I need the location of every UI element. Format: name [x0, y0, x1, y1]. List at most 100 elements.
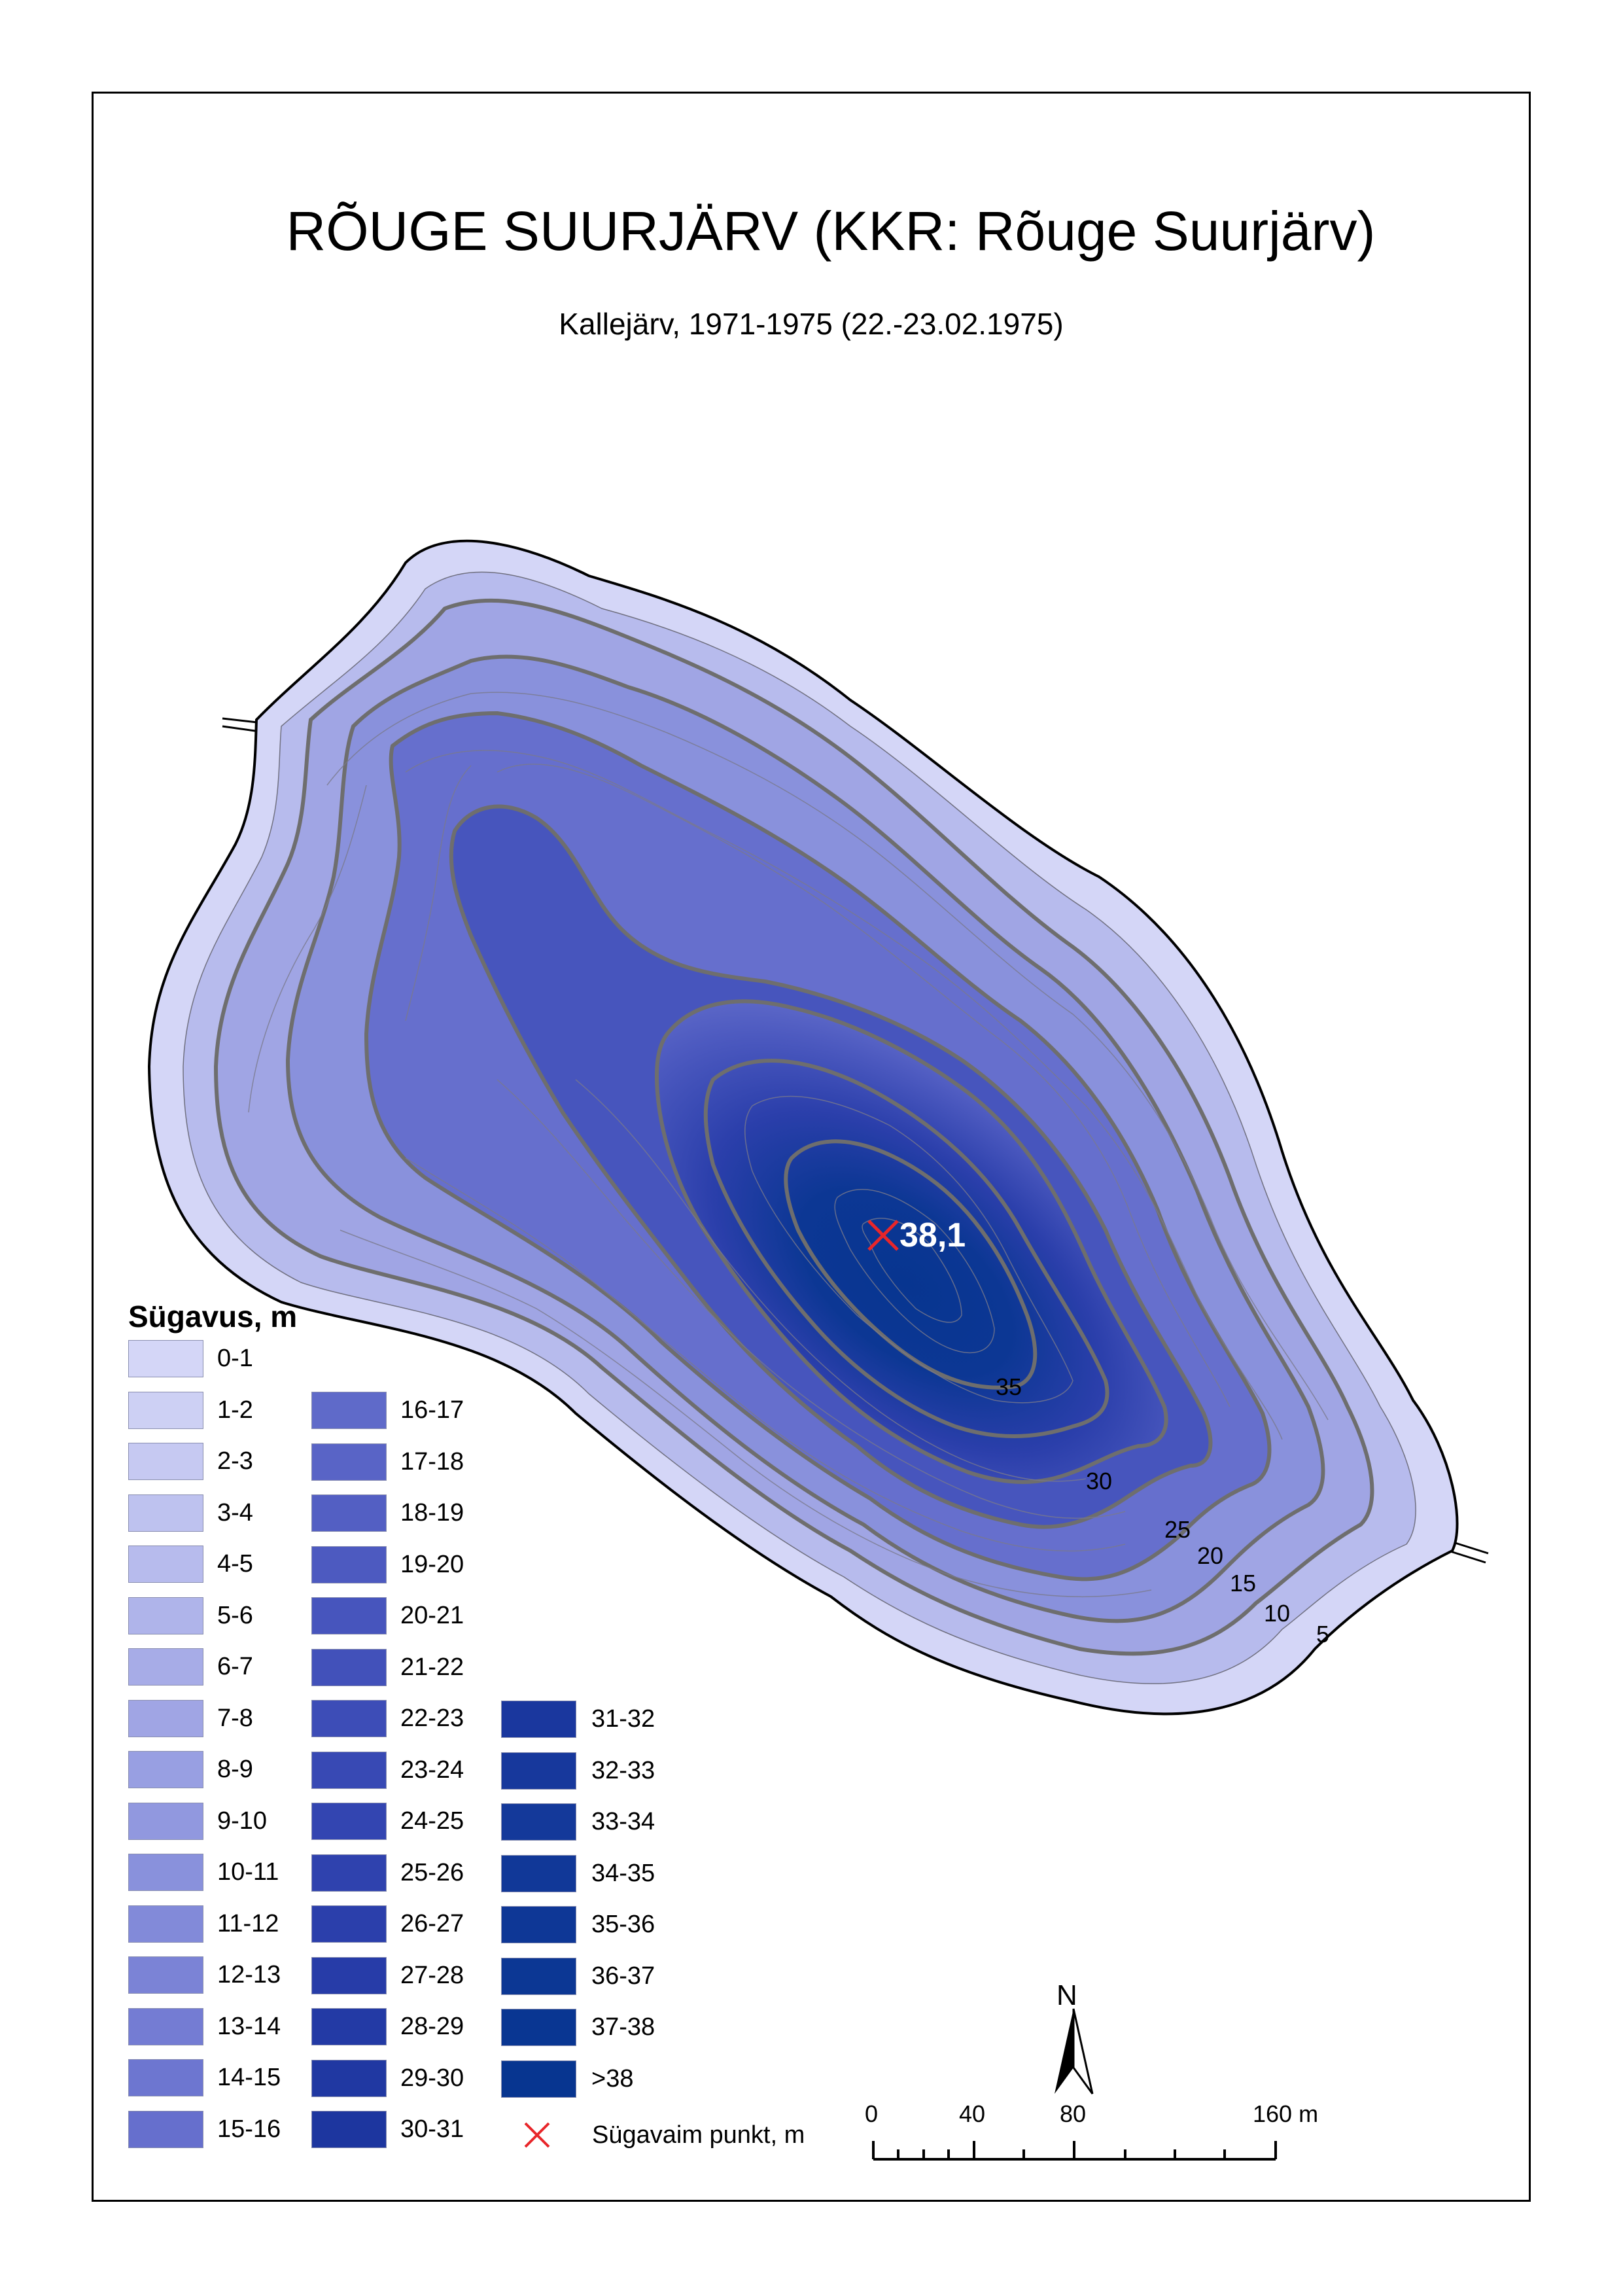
legend-swatch [501, 1803, 576, 1841]
deepest-point-value: 38,1 [899, 1216, 966, 1254]
legend-label: 14-15 [217, 2064, 281, 2091]
scale-bar [872, 2141, 1277, 2161]
legend-swatch [128, 1648, 203, 1686]
legend-swatch [128, 1443, 203, 1480]
legend-swatch [128, 1597, 203, 1634]
deepest-point-marker [867, 1220, 899, 1251]
legend-swatch [311, 1700, 387, 1737]
legend-label: 23-24 [400, 1756, 464, 1784]
scale-label: 160 m [1253, 2100, 1319, 2127]
legend-swatch [128, 1854, 203, 1891]
legend-swatch [128, 1905, 203, 1943]
legend-swatch [311, 1803, 387, 1840]
legend-swatch [501, 1752, 576, 1790]
legend-swatch [311, 1545, 387, 1583]
legend-swatch [311, 1854, 387, 1892]
legend-label: 29-30 [400, 2064, 464, 2092]
legend-label: 1-2 [217, 1396, 253, 1424]
legend-label: >38 [591, 2064, 634, 2093]
north-arrow-icon [1055, 2008, 1094, 2094]
legend-label: 33-34 [591, 1808, 655, 1835]
legend-label: 17-18 [400, 1447, 464, 1475]
legend-swatch [311, 1905, 387, 1943]
legend-swatch [128, 1956, 203, 1994]
legend-label: 26-27 [400, 1910, 464, 1937]
legend-label: 34-35 [591, 1859, 655, 1887]
legend-swatch [501, 1906, 576, 1943]
contour-label: 10 [1264, 1600, 1290, 1627]
thin-contours [248, 692, 1329, 1598]
legend-label: 37-38 [591, 2013, 655, 2041]
legend-label: 4-5 [217, 1550, 253, 1578]
map-subtitle: Kallejärv, 1971-1975 (22.-23.02.1975) [559, 307, 1064, 341]
legend-swatch [501, 1854, 576, 1892]
contour-30m [703, 1059, 1109, 1438]
legend-label: 24-25 [400, 1807, 464, 1835]
legend-label: 16-17 [400, 1396, 464, 1424]
legend-label: 18-19 [400, 1499, 464, 1527]
map-title: RÕUGE SUURJÄRV (KKR: Rõuge Suurjärv) [286, 200, 1376, 262]
legend-label: 15-16 [217, 2115, 281, 2143]
legend-swatch [128, 1699, 203, 1737]
legend-label: 28-29 [400, 2013, 464, 2040]
legend-label: 36-37 [591, 1962, 655, 1990]
contour-label: 20 [1197, 1542, 1223, 1569]
legend-label: 19-20 [400, 1550, 464, 1578]
legend-swatch [311, 1648, 387, 1686]
legend-swatch [311, 2059, 387, 2097]
legend-swatch [128, 1545, 203, 1583]
legend-deepest-icon [524, 2122, 550, 2148]
legend-label: 3-4 [217, 1498, 253, 1527]
legend-label: 21-22 [400, 1653, 464, 1681]
contour-label: 25 [1164, 1516, 1191, 1543]
legend-swatch [128, 2059, 203, 2096]
legend-swatch [128, 1494, 203, 1532]
legend-swatch [311, 1443, 387, 1481]
legend-label: 13-14 [217, 2012, 281, 2040]
legend-label: 35-36 [591, 1911, 655, 1938]
legend-label: 22-23 [400, 1704, 464, 1732]
legend-swatch [128, 2110, 203, 2148]
legend-deepest-label: Sügavaim punkt, m [592, 2121, 805, 2149]
inlet-channel [222, 717, 1489, 1564]
legend-label: 30-31 [400, 2115, 464, 2143]
legend-swatch [128, 1340, 203, 1377]
legend-label: 10-11 [217, 1858, 279, 1886]
legend-swatch [311, 1597, 387, 1634]
legend-label: 25-26 [400, 1858, 464, 1886]
scale-label: 0 [865, 2100, 879, 2127]
legend-swatch [128, 1802, 203, 1840]
legend-swatch [311, 1751, 387, 1789]
legend-swatch [501, 1701, 576, 1738]
legend-swatch [128, 2007, 203, 2045]
legend-swatch [311, 1392, 387, 1429]
legend-swatch [501, 2009, 576, 2046]
legend-swatch [128, 1751, 203, 1788]
legend-title: Sügavus, m [128, 1299, 298, 1333]
scale-label: 80 [1060, 2100, 1087, 2127]
legend-label: 8-9 [217, 1756, 253, 1783]
legend-label: 7-8 [217, 1704, 253, 1732]
map-frame [92, 92, 1531, 2202]
legend-label: 9-10 [217, 1807, 268, 1835]
legend-swatch [311, 1956, 387, 1994]
legend-swatch [311, 2111, 387, 2148]
scale-label: 40 [959, 2100, 986, 2127]
legend-label: 6-7 [217, 1653, 253, 1680]
contour-label: 15 [1230, 1570, 1256, 1597]
legend-label: 2-3 [217, 1447, 253, 1475]
contour-label: 30 [1086, 1468, 1112, 1494]
contour-label: 5 [1316, 1621, 1329, 1648]
legend-swatch [501, 2060, 576, 2098]
legend-label: 27-28 [400, 1961, 464, 1989]
legend-swatch [311, 1494, 387, 1532]
contour-35m [784, 1139, 1038, 1390]
legend-label: 20-21 [400, 1602, 464, 1629]
legend-label: 31-32 [591, 1705, 655, 1733]
legend-swatch [311, 2008, 387, 2045]
legend-label: 11-12 [217, 1909, 279, 1937]
legend-label: 5-6 [217, 1601, 253, 1629]
contour-label: 35 [996, 1373, 1022, 1400]
legend-label: 12-13 [217, 1961, 281, 1988]
